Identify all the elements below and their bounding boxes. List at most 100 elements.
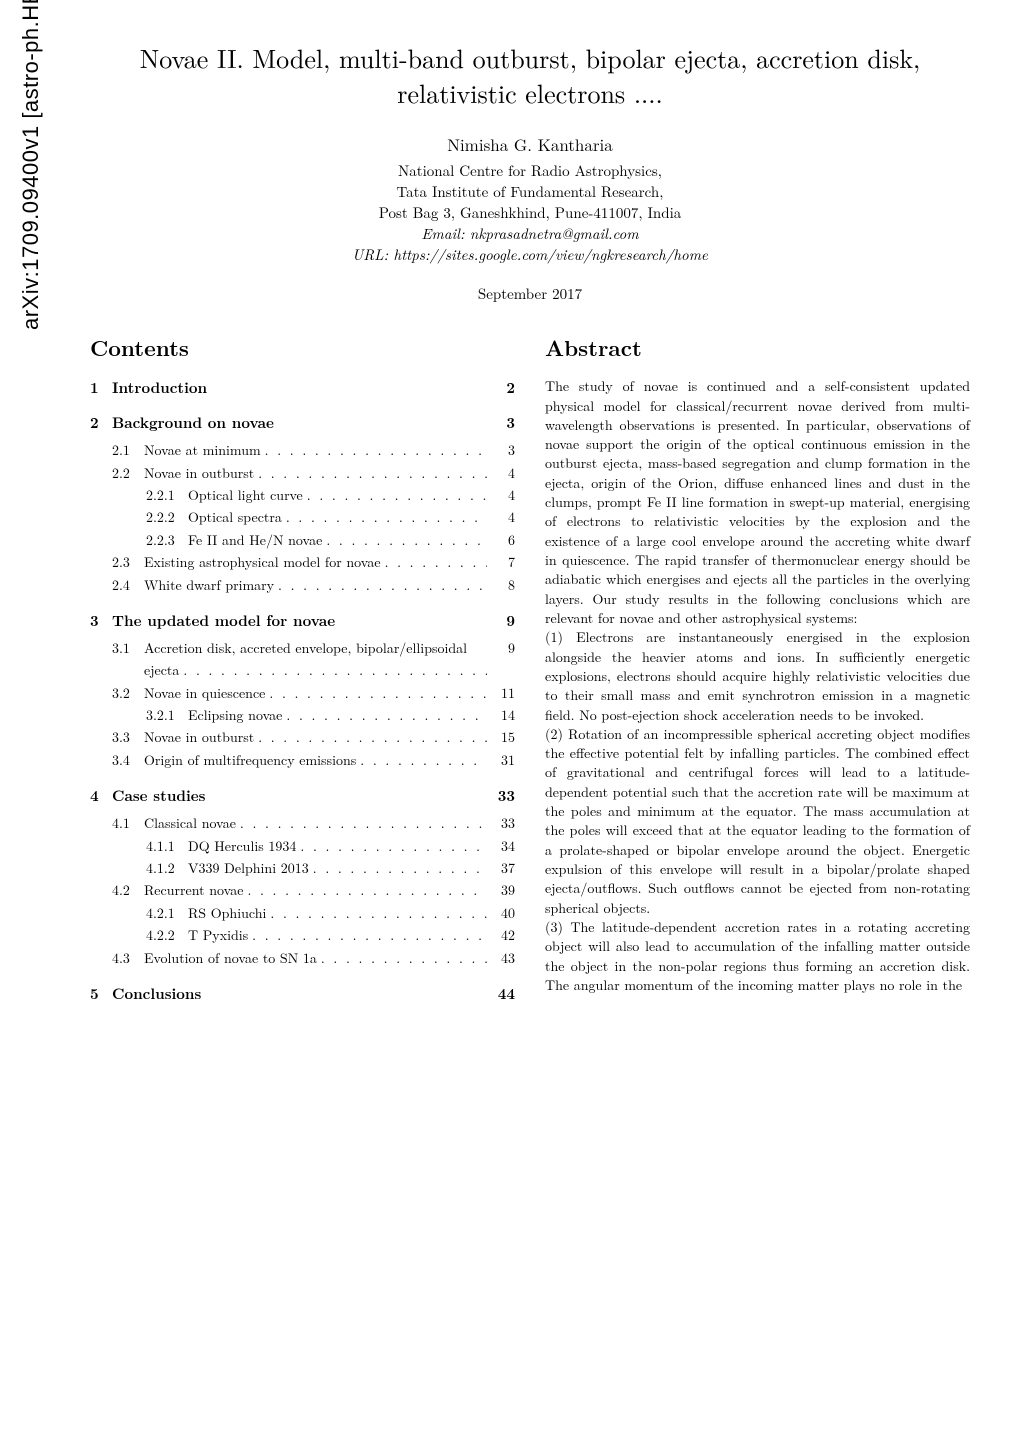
toc-sub-num: 2.3 — [112, 551, 144, 573]
toc-section: 2 Background on novae 3 — [90, 412, 515, 433]
toc-sub-num: 4.3 — [112, 947, 144, 969]
affiliation-line-3: Post Bag 3, Ganeshkhind, Pune-411007, In… — [90, 202, 970, 223]
toc-sub-num: 3.3 — [112, 726, 144, 748]
toc-sub-page: 8 — [487, 574, 515, 596]
toc-sub-num: 2.2 — [112, 462, 144, 484]
toc-sub-title: Novae at minimum — [144, 439, 487, 461]
toc-subsub-title: V339 Delphini 2013 — [188, 857, 487, 879]
toc-subsub-page: 34 — [487, 835, 515, 857]
toc-subsub-title: Fe II and He/N novae — [188, 529, 487, 551]
title-line-2: relativistic electrons .... — [397, 74, 663, 111]
toc-section-page: 33 — [487, 785, 515, 806]
contents-heading: Contents — [90, 332, 515, 363]
toc-sub-title: Accretion disk, accreted envelope, bipol… — [144, 637, 487, 682]
toc-sub-page: 15 — [487, 726, 515, 748]
toc-sub-title: Origin of multifrequency emissions — [144, 749, 487, 771]
toc-subsub-num: 2.2.1 — [146, 484, 188, 506]
paper-title: Novae II. Model, multi-band outburst, bi… — [90, 40, 970, 110]
toc-section-page: 44 — [487, 983, 515, 1004]
toc-section: 4 Case studies 33 — [90, 785, 515, 806]
toc-subsubsection: 2.2.2 Optical spectra 4 — [90, 506, 515, 528]
toc-section-title: Background on novae — [112, 412, 487, 433]
abstract-heading: Abstract — [545, 332, 970, 363]
arxiv-stamp: arXiv:1709.09400v1 [astro-ph.HE] 27 Sep … — [18, 0, 44, 330]
toc-subsub-page: 37 — [487, 857, 515, 879]
toc-subsub-page: 4 — [487, 484, 515, 506]
toc-subsub-title: DQ Herculis 1934 — [188, 835, 487, 857]
toc-subsub-title: Optical spectra — [188, 506, 487, 528]
toc-section-num: 5 — [90, 983, 112, 1004]
toc-sub-title: Novae in outburst — [144, 726, 487, 748]
toc-sub-num: 2.4 — [112, 574, 144, 596]
toc-subsubsection: 2.2.3 Fe II and He/N novae 6 — [90, 529, 515, 551]
abstract-paragraph: (2) Rotation of an incompressible spheri… — [545, 725, 970, 918]
toc-sub-title: Classical novae — [144, 812, 487, 834]
toc-section-num: 4 — [90, 785, 112, 806]
toc-subsub-num: 3.2.1 — [146, 704, 188, 726]
toc-subsection: 3.3 Novae in outburst 15 — [90, 726, 515, 748]
paper-date: September 2017 — [90, 283, 970, 304]
toc-sub-title: White dwarf primary — [144, 574, 487, 596]
toc-sub-num: 4.1 — [112, 812, 144, 834]
abstract-body: The study of novae is continued and a se… — [545, 377, 970, 995]
toc-sub-title: Recurrent novae — [144, 879, 487, 901]
abstract-paragraph: The study of novae is continued and a se… — [545, 377, 970, 628]
toc-subsub-title: RS Ophiuchi — [188, 902, 487, 924]
toc-subsection: 2.4 White dwarf primary 8 — [90, 574, 515, 596]
toc-sub-page: 7 — [487, 551, 515, 573]
toc-section: 3 The updated model for novae 9 — [90, 610, 515, 631]
toc-section-num: 1 — [90, 377, 112, 398]
toc-subsubsection: 4.2.2 T Pyxidis 42 — [90, 924, 515, 946]
toc-subsub-title: Eclipsing novae — [188, 704, 487, 726]
toc-subsection: 3.1 Accretion disk, accreted envelope, b… — [90, 637, 515, 682]
toc-sub-page: 33 — [487, 812, 515, 834]
toc-subsection: 3.4 Origin of multifrequency emissions 3… — [90, 749, 515, 771]
author-url: URL: https://sites.google.com/view/ngkre… — [352, 244, 708, 265]
toc-subsub-title: Optical light curve — [188, 484, 487, 506]
toc-sub-num: 4.2 — [112, 879, 144, 901]
toc-sub-num: 3.1 — [112, 637, 144, 659]
toc-sub-title: Evolution of novae to SN 1a — [144, 947, 487, 969]
toc-sub-page: 31 — [487, 749, 515, 771]
toc-subsub-num: 4.2.2 — [146, 924, 188, 946]
abstract-paragraph: (1) Electrons are instantaneously energi… — [545, 628, 970, 725]
toc-sub-title: Existing astrophysical model for novae — [144, 551, 487, 573]
toc-subsubsection: 2.2.1 Optical light curve 4 — [90, 484, 515, 506]
affiliation-line-1: National Centre for Radio Astrophysics, — [90, 160, 970, 181]
toc-sub-page: 39 — [487, 879, 515, 901]
toc-sub-page: 4 — [487, 462, 515, 484]
toc-section-page: 9 — [487, 610, 515, 631]
toc-section-num: 3 — [90, 610, 112, 631]
toc-subsub-num: 2.2.2 — [146, 506, 188, 528]
toc-subsubsection: 4.1.1 DQ Herculis 1934 34 — [90, 835, 515, 857]
toc-section-page: 2 — [487, 377, 515, 398]
toc-subsub-num: 4.1.2 — [146, 857, 188, 879]
toc-section-title: Case studies — [112, 785, 487, 806]
author-email: Email: nkprasadnetra@gmail.com — [421, 223, 638, 244]
toc-sub-title: Novae in quiescence — [144, 682, 487, 704]
toc-sub-title: Novae in outburst — [144, 462, 487, 484]
left-column: Contents 1 Introduction 2 2 Background o… — [90, 332, 515, 1010]
toc-subsubsection: 4.1.2 V339 Delphini 2013 37 — [90, 857, 515, 879]
author-name: Nimisha G. Kantharia — [90, 132, 970, 156]
abstract-paragraph: (3) The latitude-dependent accretion rat… — [545, 918, 970, 995]
toc-subsub-page: 14 — [487, 704, 515, 726]
toc-sub-page: 11 — [487, 682, 515, 704]
toc-subsub-title: T Pyxidis — [188, 924, 487, 946]
toc-subsubsection: 4.2.1 RS Ophiuchi 40 — [90, 902, 515, 924]
toc-subsub-num: 4.1.1 — [146, 835, 188, 857]
toc-section-page: 3 — [487, 412, 515, 433]
toc-section-num: 2 — [90, 412, 112, 433]
toc-sub-num: 2.1 — [112, 439, 144, 461]
toc-subsub-page: 40 — [487, 902, 515, 924]
toc-subsection: 2.3 Existing astrophysical model for nov… — [90, 551, 515, 573]
toc-subsub-num: 4.2.1 — [146, 902, 188, 924]
toc-subsubsection: 3.2.1 Eclipsing novae 14 — [90, 704, 515, 726]
toc-subsub-page: 4 — [487, 506, 515, 528]
toc-section: 1 Introduction 2 — [90, 377, 515, 398]
toc-subsub-page: 6 — [487, 529, 515, 551]
toc-subsection: 2.2 Novae in outburst 4 — [90, 462, 515, 484]
toc-sub-page: 3 — [487, 439, 515, 461]
toc-subsection: 2.1 Novae at minimum 3 — [90, 439, 515, 461]
toc-section: 5 Conclusions 44 — [90, 983, 515, 1004]
